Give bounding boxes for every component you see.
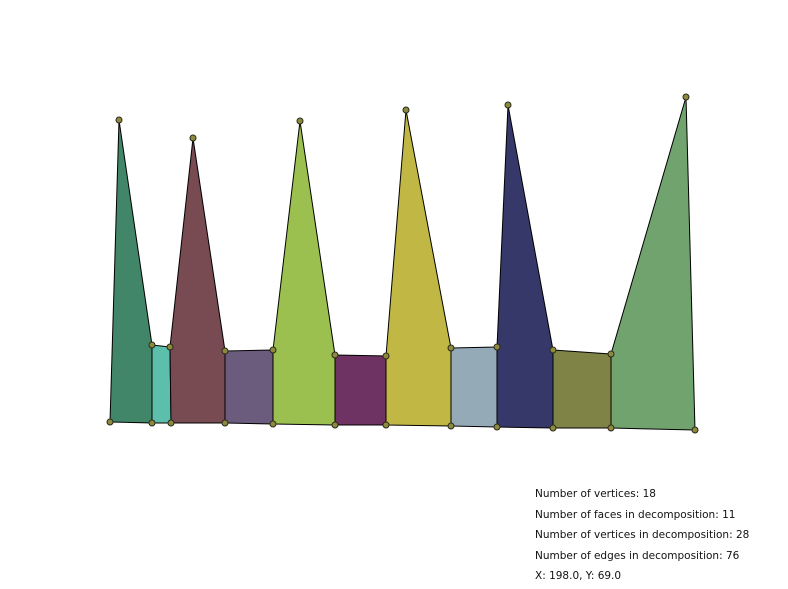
vertex-v19[interactable] (447, 422, 455, 430)
vertex-v9[interactable] (221, 419, 229, 427)
vertex-v15[interactable] (382, 352, 390, 360)
vertex-v1[interactable] (106, 418, 114, 426)
vertex-v24[interactable] (549, 424, 557, 432)
vertex-v12[interactable] (296, 117, 304, 125)
vertices-layer (106, 93, 699, 434)
face-5 (272, 120, 336, 426)
vertex-v20[interactable] (493, 343, 501, 351)
vertex-v2[interactable] (115, 116, 123, 124)
vertex-v25[interactable] (607, 350, 615, 358)
vertex-v28[interactable] (691, 426, 699, 434)
vertex-v27[interactable] (682, 93, 690, 101)
vertex-v4[interactable] (148, 419, 156, 427)
decomposition-vertex-count-label: Number of vertices in decomposition: 28 (535, 529, 750, 541)
vertex-v26[interactable] (607, 424, 615, 432)
face-1 (109, 119, 153, 424)
vertex-v11[interactable] (269, 420, 277, 428)
face-7 (385, 109, 452, 427)
vertex-v13[interactable] (331, 351, 339, 359)
vertex-v10[interactable] (269, 346, 277, 354)
face-10 (552, 349, 612, 429)
vertex-v14[interactable] (331, 421, 339, 429)
vertex-v7[interactable] (189, 134, 197, 142)
face-3 (169, 137, 226, 424)
vertex-v8[interactable] (221, 347, 229, 355)
vertex-v22[interactable] (504, 101, 512, 109)
vertex-v21[interactable] (493, 423, 501, 431)
vertex-v18[interactable] (447, 344, 455, 352)
vertex-count-label: Number of vertices: 18 (535, 488, 656, 500)
vertex-v6[interactable] (167, 419, 175, 427)
vertex-v17[interactable] (402, 106, 410, 114)
cursor-coordinates-label: X: 198.0, Y: 69.0 (535, 570, 622, 582)
face-8 (450, 346, 498, 428)
face-6 (334, 354, 387, 426)
vertex-v23[interactable] (549, 346, 557, 354)
face-count-label: Number of faces in decomposition: 11 (535, 508, 736, 521)
vertex-v16[interactable] (382, 421, 390, 429)
edge-count-label: Number of edges in decomposition: 76 (535, 549, 740, 562)
face-9 (496, 104, 554, 429)
vertex-v3[interactable] (148, 341, 156, 349)
face-2 (151, 344, 172, 424)
faces-layer (109, 96, 696, 431)
vertex-v5[interactable] (166, 343, 174, 351)
face-11 (610, 96, 696, 431)
face-4 (224, 349, 274, 425)
info-panel: Number of vertices: 18 Number of faces i… (535, 484, 749, 587)
